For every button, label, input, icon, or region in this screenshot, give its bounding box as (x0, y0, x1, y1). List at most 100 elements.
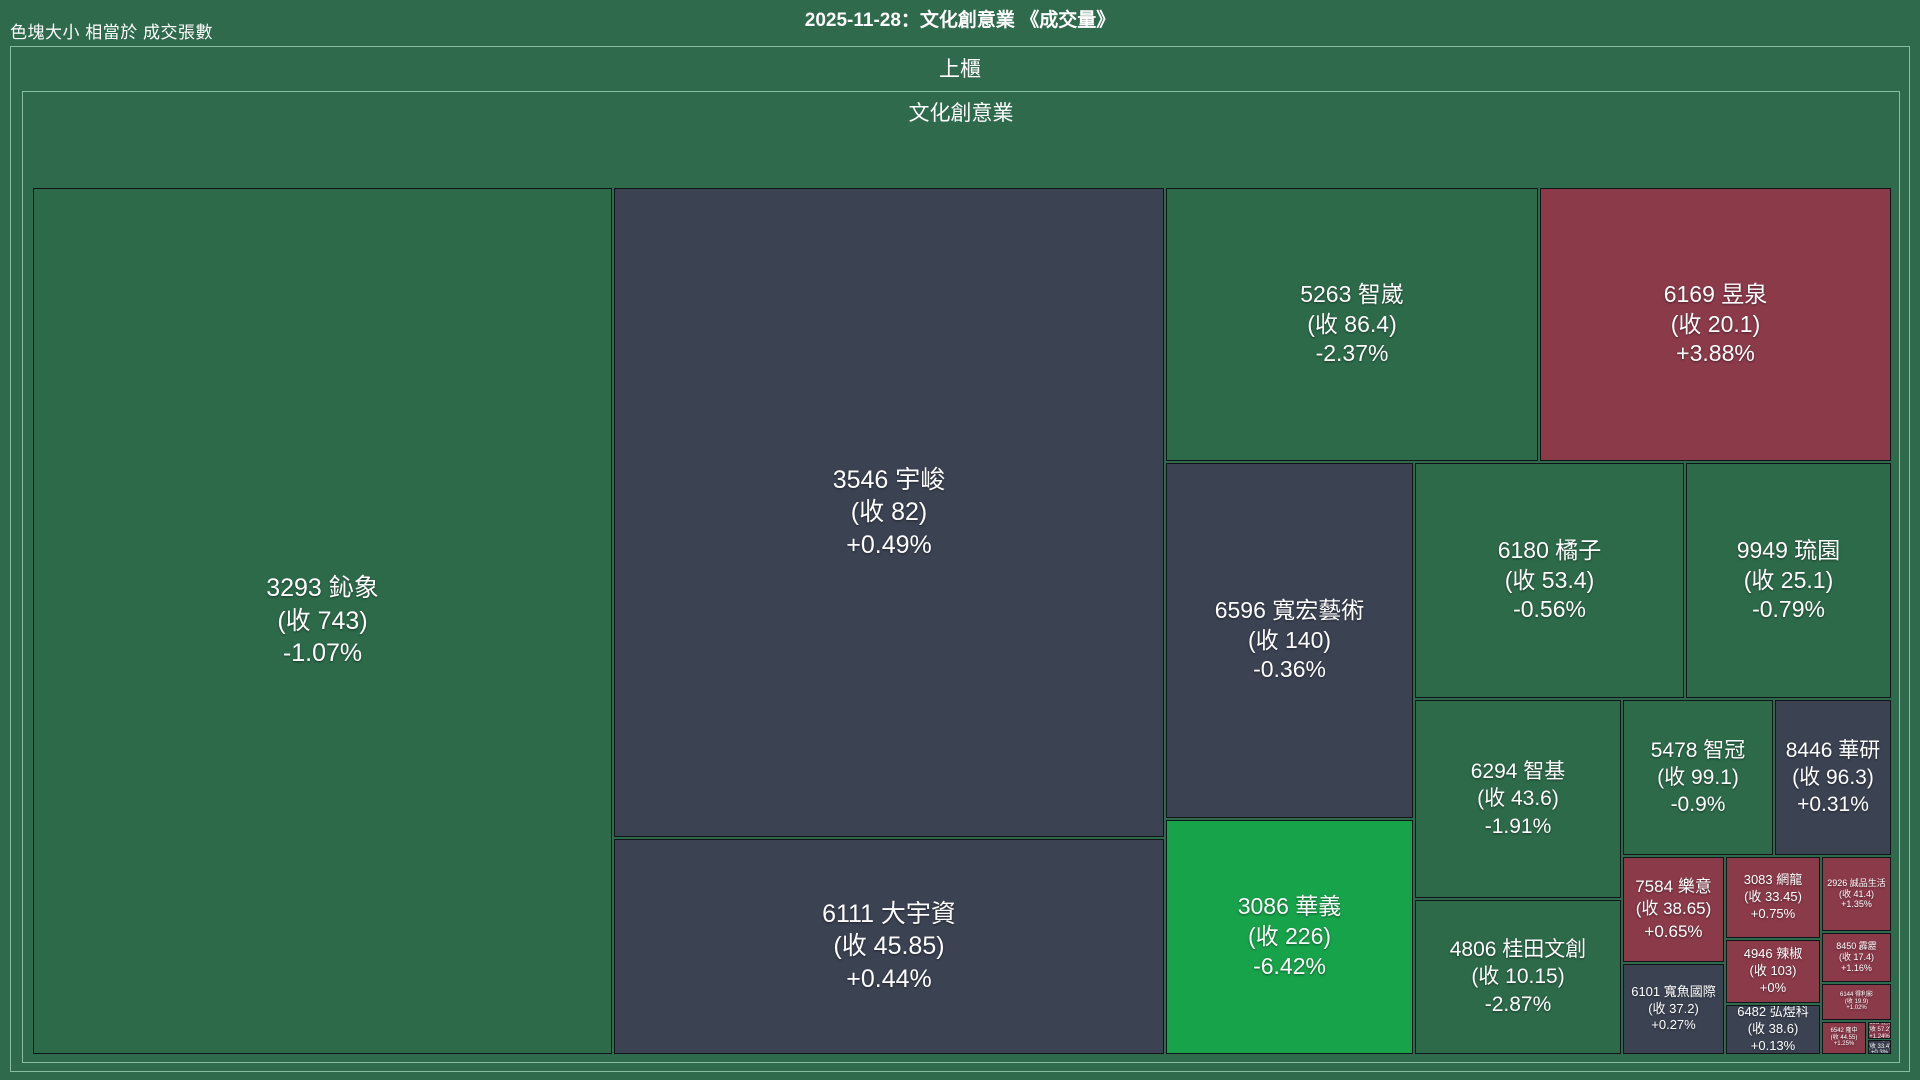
tile-name: 4946 辣椒 (1743, 946, 1803, 962)
tile-change: -0.79% (1752, 596, 1825, 623)
tile-name: 6111 大宇資 (822, 899, 956, 928)
tile-change: +1.35% (1841, 899, 1872, 910)
treemap-tile-6180[interactable]: 6180 橘子 (收 53.4) -0.56% (1415, 463, 1684, 698)
treemap-tile-6542[interactable]: 6542 隆中 (收 44.55) +1.25% (1822, 1022, 1866, 1054)
tile-change: +0.13% (1750, 1037, 1796, 1053)
tile-change: +0.31% (1797, 793, 1869, 817)
treemap-tile-3546[interactable]: 3546 宇峻 (收 82) +0.49% (614, 188, 1164, 837)
tile-change: -0.9% (1670, 793, 1726, 817)
tile-price: (收 103) (1749, 963, 1797, 979)
treemap-tile-4806[interactable]: 4806 桂田文創 (收 10.15) -2.87% (1415, 900, 1621, 1054)
tile-change: -1.07% (282, 639, 363, 668)
tile-change: -0.36% (1253, 656, 1326, 683)
treemap-tile-6698[interactable]: 6698 崑鼎(收 57.2)+1.24% (1868, 1022, 1891, 1039)
tile-name: 5478 智冠 (1650, 738, 1746, 762)
tile-name: 3083 網龍 (1743, 872, 1803, 888)
tile-price: (收 10.15) (1471, 965, 1565, 989)
tile-name: 6294 智基 (1470, 760, 1566, 784)
market-group-otc: 上櫃 文化創意業 3293 鈊象 (收 743) -1.07% 3546 宇峻 (收 8… (10, 46, 1910, 1072)
treemap-tile-3064[interactable]: 3064 泰偉(收 33.4)+0.3% (1868, 1040, 1891, 1054)
sector-label: 文化創意業 (908, 102, 1014, 125)
tile-price: (收 38.6) (1747, 1021, 1799, 1037)
tile-price: (收 37.2) (1648, 1000, 1699, 1016)
tile-change: +3.88% (1676, 340, 1755, 367)
treemap-tile-6294[interactable]: 6294 智基 (收 43.6) -1.91% (1415, 700, 1621, 898)
tile-change: +1.02% (1846, 1005, 1867, 1012)
tile-price: (收 45.85) (833, 932, 945, 961)
treemap-tile-8450[interactable]: 8450 霹靂 (收 17.4) +1.16% (1822, 933, 1891, 982)
tile-price: (收 82) (850, 498, 928, 527)
treemap-tile-7584[interactable]: 7584 樂意 (收 38.65) +0.65% (1623, 857, 1724, 962)
tile-price: (收 41.4) (1838, 888, 1874, 899)
tile-name: 3293 鈊象 (266, 574, 379, 603)
tile-name: 7584 樂意 (1635, 877, 1712, 897)
tile-change: -2.87% (1484, 992, 1552, 1016)
tile-name: 8450 霹靂 (1836, 941, 1877, 952)
treemap-tile-6169[interactable]: 6169 昱泉 (收 20.1) +3.88% (1540, 188, 1891, 461)
tile-name: 6180 橘子 (1497, 536, 1602, 563)
treemap-tile-5263[interactable]: 5263 智崴 (收 86.4) -2.37% (1166, 188, 1538, 461)
treemap-tile-5478[interactable]: 5478 智冠 (收 99.1) -0.9% (1623, 700, 1773, 855)
treemap-tile-4946[interactable]: 4946 辣椒 (收 103) +0% (1726, 940, 1820, 1003)
tile-price: (收 57.2) (1868, 1027, 1891, 1034)
tile-change: +0.3% (1870, 1050, 1889, 1054)
tile-change: +0% (1759, 979, 1787, 995)
treemap-plot: 3293 鈊象 (收 743) -1.07% 3546 宇峻 (收 82) +0.49% 6… (33, 188, 1891, 1054)
tile-change: +1.24% (1869, 1033, 1890, 1039)
treemap-tile-6111[interactable]: 6111 大宇資 (收 45.85) +0.44% (614, 839, 1164, 1054)
tile-name: 2926 誠品生活 (1827, 877, 1886, 888)
tile-change: -2.37% (1315, 340, 1389, 367)
tile-name: 6482 弘煜科 (1737, 1005, 1809, 1020)
treemap-tile-8446[interactable]: 8446 華研 (收 96.3) +0.31% (1775, 700, 1891, 855)
tile-name: 9949 琉園 (1736, 536, 1841, 563)
tile-name: 6101 寬魚國際 (1631, 983, 1716, 999)
tile-change: -6.42% (1253, 952, 1326, 979)
tile-price: (收 226) (1247, 923, 1332, 950)
tile-price: (收 743) (277, 606, 368, 635)
tile-change: +0.44% (846, 964, 932, 993)
tile-name: 6144 得利影 (1839, 991, 1873, 998)
tile-price: (收 44.55) (1830, 1034, 1858, 1041)
tile-price: (收 53.4) (1504, 566, 1595, 593)
treemap-tile-6596[interactable]: 6596 寬宏藝術 (收 140) -0.36% (1166, 463, 1413, 818)
tile-name: 3064 泰偉 (1869, 1041, 1890, 1044)
tile-price: (收 38.65) (1635, 899, 1712, 919)
tile-name: 6596 寬宏藝術 (1214, 596, 1365, 623)
tile-name: 6698 崑鼎 (1869, 1022, 1890, 1027)
treemap-tile-3083[interactable]: 3083 網龍 (收 33.45) +0.75% (1726, 857, 1820, 938)
treemap-tile-3293[interactable]: 3293 鈊象 (收 743) -1.07% (33, 188, 612, 1054)
tile-change: -1.91% (1484, 814, 1552, 838)
tile-name: 3086 華義 (1237, 893, 1342, 920)
treemap-tile-6101[interactable]: 6101 寬魚國際 (收 37.2) +0.27% (1623, 964, 1724, 1054)
market-label: 上櫃 (939, 58, 981, 81)
treemap-tile-3086[interactable]: 3086 華義 (收 226) -6.42% (1166, 820, 1413, 1054)
treemap-tile-9949[interactable]: 9949 琉園 (收 25.1) -0.79% (1686, 463, 1891, 698)
tile-change: +0.27% (1651, 1017, 1696, 1033)
tile-price: (收 25.1) (1743, 566, 1834, 593)
tile-name: 4806 桂田文創 (1449, 938, 1587, 962)
size-legend: 色塊大小 相當於 成交張數 (10, 23, 213, 42)
sector-group-cultural-creative: 文化創意業 3293 鈊象 (收 743) -1.07% 3546 宇峻 (收 82) +… (22, 91, 1900, 1063)
tile-change: -0.56% (1513, 596, 1586, 623)
tile-change: +0.49% (846, 530, 932, 559)
tile-change: +0.65% (1644, 921, 1703, 941)
tile-change: +0.75% (1750, 905, 1796, 921)
treemap-tile-6482[interactable]: 6482 弘煜科 (收 38.6) +0.13% (1726, 1005, 1820, 1054)
tile-price: (收 96.3) (1792, 765, 1874, 789)
page-title: 2025-11-28：文化創意業 《成交量》 (804, 10, 1116, 31)
tile-price: (收 99.1) (1657, 765, 1739, 789)
tile-change: +1.16% (1841, 962, 1872, 973)
tile-price: (收 140) (1247, 626, 1332, 653)
tile-price: (收 86.4) (1307, 310, 1397, 337)
tile-name: 6169 昱泉 (1663, 280, 1768, 307)
tile-price: (收 43.6) (1477, 787, 1559, 811)
treemap-tile-2926[interactable]: 2926 誠品生活 (收 41.4) +1.35% (1822, 857, 1891, 931)
tile-price: (收 33.45) (1744, 889, 1802, 905)
tile-price: (收 19.9) (1844, 998, 1869, 1005)
tile-price: (收 17.4) (1838, 952, 1874, 963)
tile-name: 8446 華研 (1785, 738, 1881, 762)
treemap-tile-6144[interactable]: 6144 得利影 (收 19.9) +1.02% (1822, 984, 1891, 1020)
tile-price: (收 33.4) (1868, 1043, 1891, 1050)
tile-name: 5263 智崴 (1300, 280, 1404, 307)
